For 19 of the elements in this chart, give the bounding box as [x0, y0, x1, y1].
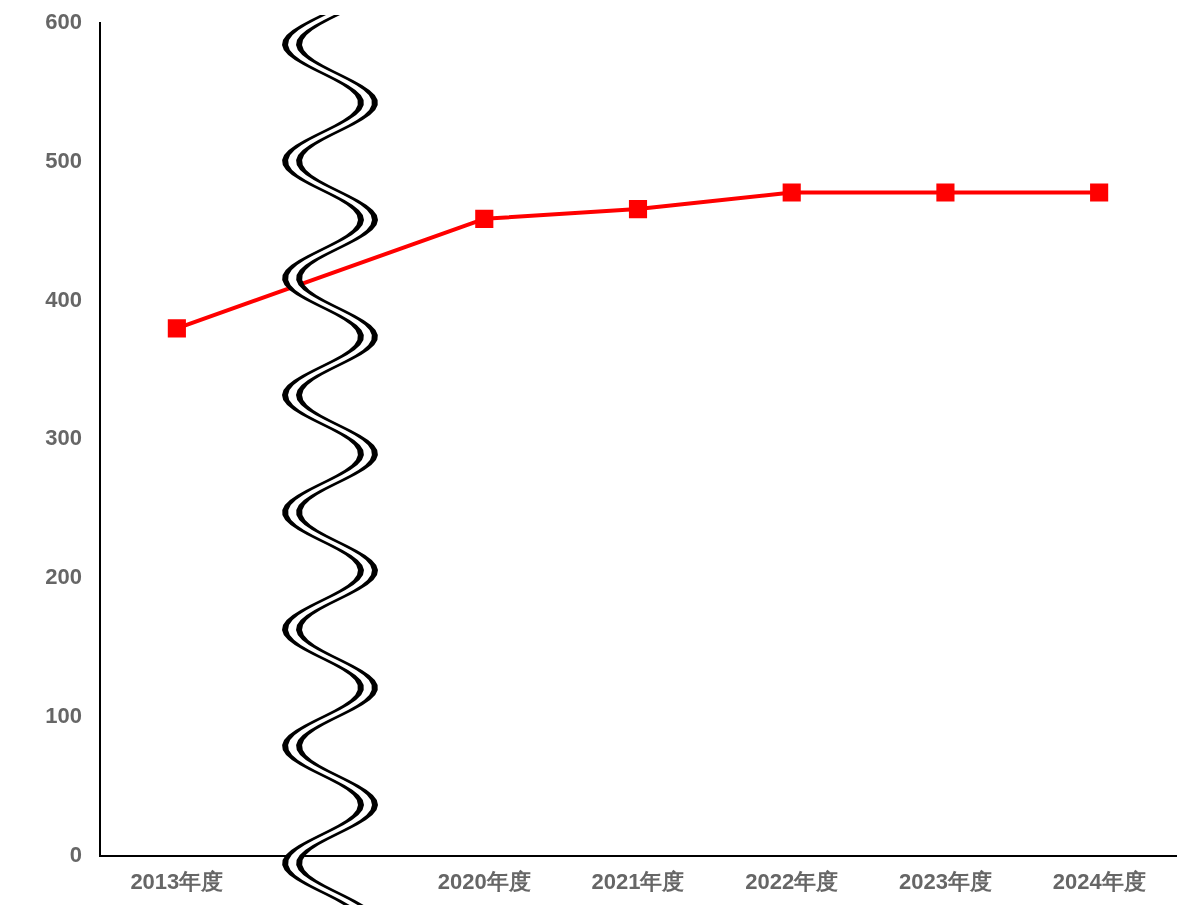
point	[475, 209, 494, 228]
y-tick-label: 500	[45, 148, 82, 173]
x-tick-label: 2024年度	[1052, 868, 1146, 894]
point	[628, 200, 648, 219]
point	[936, 183, 955, 202]
x-tick-label: 2020年度	[437, 868, 531, 894]
y-tick-label: 100	[45, 702, 82, 728]
x-tick-label: 2021年度	[591, 868, 685, 894]
x-tick-label: 2023年度	[898, 868, 992, 894]
y-tick-label: 600	[45, 9, 82, 35]
point	[782, 183, 801, 202]
y-tick-label: 300	[45, 425, 82, 451]
point	[167, 319, 186, 338]
x-tick-label: 2013年度	[130, 868, 224, 894]
y-tick-label: 400	[45, 286, 82, 312]
point	[1090, 183, 1109, 202]
y-tick-label: 0	[69, 841, 82, 867]
y-tick-label: 200	[45, 564, 82, 590]
x-tick-label: 2022年度	[745, 868, 839, 894]
